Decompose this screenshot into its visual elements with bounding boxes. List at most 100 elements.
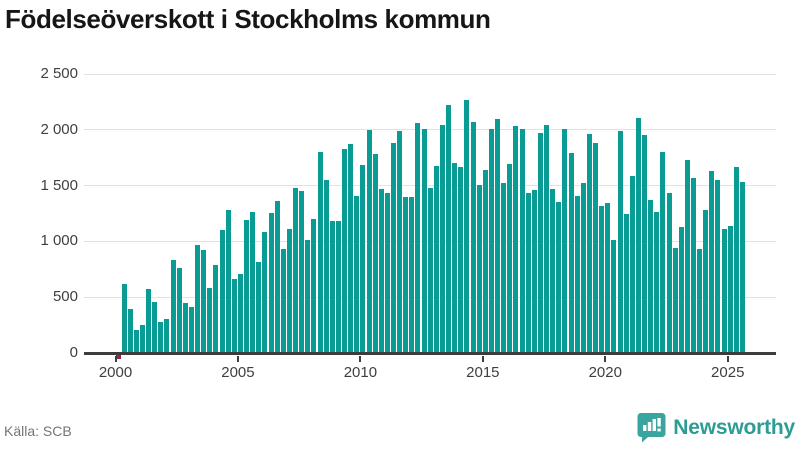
bar bbox=[678, 227, 684, 353]
y-tick-label: 2 000 bbox=[40, 120, 78, 138]
bar bbox=[568, 152, 574, 353]
bar bbox=[348, 143, 354, 353]
bar bbox=[476, 185, 482, 353]
bar bbox=[715, 180, 721, 353]
bar bbox=[703, 209, 709, 353]
x-tick bbox=[726, 355, 729, 362]
bar bbox=[342, 149, 348, 353]
bar bbox=[727, 226, 733, 353]
bar bbox=[550, 188, 556, 353]
source-label: Källa: SCB bbox=[4, 423, 72, 439]
bar bbox=[244, 220, 250, 353]
bar bbox=[470, 121, 476, 353]
bar bbox=[274, 200, 280, 353]
bar bbox=[384, 193, 390, 353]
bar bbox=[642, 135, 648, 353]
bar bbox=[458, 166, 464, 353]
bar bbox=[176, 268, 182, 353]
bar bbox=[207, 288, 213, 353]
bar bbox=[691, 177, 696, 353]
x-axis-line bbox=[84, 351, 776, 355]
gridline bbox=[84, 73, 776, 75]
newsworthy-logo[interactable]: Newsworthy bbox=[637, 412, 795, 443]
bar bbox=[482, 169, 488, 353]
bar bbox=[213, 264, 219, 353]
y-tick-label: 1 500 bbox=[40, 176, 78, 194]
bar bbox=[403, 197, 409, 353]
bar bbox=[170, 260, 176, 353]
x-tick bbox=[114, 355, 117, 362]
bar bbox=[182, 303, 188, 353]
bar bbox=[611, 239, 617, 353]
bar bbox=[317, 152, 323, 353]
bar bbox=[256, 262, 262, 353]
bar bbox=[158, 321, 164, 353]
bar bbox=[452, 163, 458, 353]
bar bbox=[121, 284, 127, 353]
bar bbox=[660, 151, 666, 353]
bar bbox=[586, 134, 592, 353]
bar bbox=[415, 122, 421, 353]
bar bbox=[225, 209, 231, 353]
bar bbox=[152, 301, 158, 353]
bar bbox=[360, 164, 366, 353]
bar bbox=[378, 188, 384, 353]
bar bbox=[635, 118, 641, 353]
bar bbox=[672, 248, 678, 353]
bar bbox=[427, 187, 433, 353]
x-tick-label: 2010 bbox=[343, 364, 378, 381]
bar bbox=[219, 230, 225, 353]
bar bbox=[305, 240, 311, 353]
bar bbox=[409, 197, 415, 353]
bar bbox=[495, 119, 501, 353]
bar bbox=[605, 203, 611, 353]
bar bbox=[164, 318, 170, 353]
bar bbox=[433, 166, 439, 353]
bar bbox=[323, 180, 329, 353]
bar bbox=[739, 181, 745, 353]
bar bbox=[537, 132, 543, 353]
bar bbox=[580, 182, 586, 353]
bar bbox=[329, 221, 335, 353]
bar bbox=[599, 205, 605, 353]
newsworthy-logo-icon bbox=[637, 412, 666, 443]
bar bbox=[574, 195, 580, 353]
bar bbox=[488, 129, 494, 353]
bar bbox=[391, 143, 396, 353]
bar bbox=[593, 143, 599, 353]
x-tick-label: 2015 bbox=[466, 364, 500, 381]
bar bbox=[237, 274, 243, 353]
x-tick-label: 2025 bbox=[711, 364, 745, 381]
bar bbox=[231, 279, 237, 353]
bar bbox=[311, 219, 317, 353]
bar bbox=[513, 125, 519, 353]
bar bbox=[623, 214, 629, 353]
bar bbox=[127, 308, 133, 353]
gridline bbox=[84, 185, 776, 187]
y-tick-label: 1 000 bbox=[40, 232, 78, 250]
bar bbox=[299, 191, 305, 353]
x-tick bbox=[236, 355, 239, 362]
bar bbox=[439, 125, 445, 353]
bar bbox=[366, 129, 372, 353]
bar bbox=[280, 248, 286, 353]
bar bbox=[293, 188, 299, 353]
bar bbox=[188, 306, 194, 353]
gridline bbox=[84, 129, 776, 131]
chart-title: Födelseöverskott i Stockholms kommun bbox=[5, 4, 491, 34]
y-tick-label: 0 bbox=[69, 344, 78, 361]
bar bbox=[531, 189, 537, 353]
newsworthy-wordmark: Newsworthy bbox=[673, 415, 795, 439]
bar bbox=[139, 324, 145, 353]
x-tick bbox=[359, 355, 362, 362]
bar bbox=[335, 221, 341, 353]
bar bbox=[133, 330, 139, 353]
bar bbox=[562, 129, 568, 353]
y-tick-label: 500 bbox=[52, 288, 78, 306]
bar bbox=[654, 212, 660, 353]
x-tick bbox=[481, 355, 484, 362]
bar bbox=[146, 288, 152, 353]
bar bbox=[697, 248, 703, 353]
bar bbox=[709, 170, 715, 353]
